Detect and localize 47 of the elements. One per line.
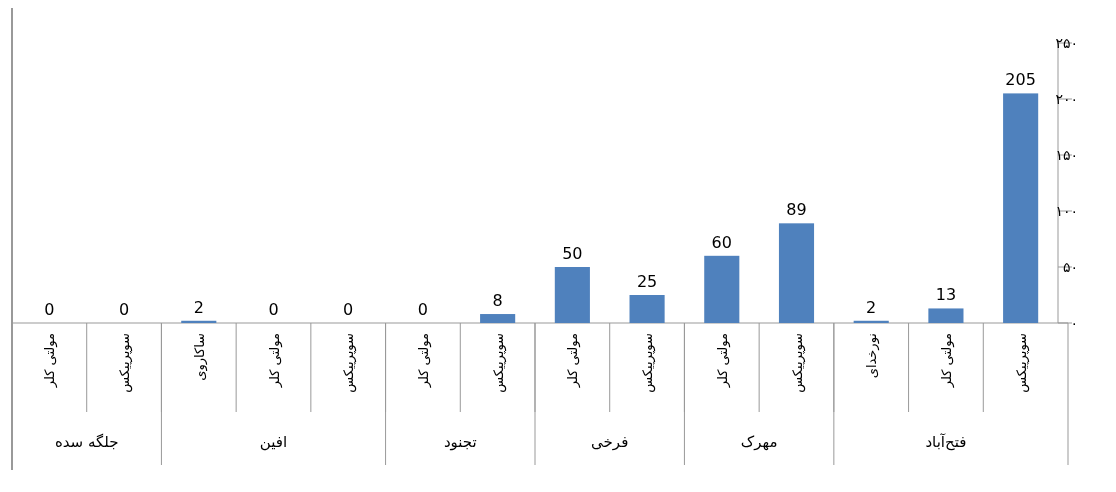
data-label: 60 (711, 232, 732, 252)
bar (704, 255, 740, 323)
data-label: 2 (193, 297, 204, 317)
x-tick-label: مولتی کلر (938, 333, 955, 389)
x-tick-label: مولتی کلر (42, 333, 59, 389)
x-tick-label: سوپرپیکس (117, 333, 134, 393)
y-tick-label: ۲۵۰ (1055, 35, 1078, 51)
x-tick-label: سوپرپیکس (789, 333, 806, 393)
text: افین (259, 433, 288, 451)
y-tick-label: ۰ (1070, 315, 1078, 331)
x-tick-label: سوپرپیکس (341, 333, 358, 393)
text: مهرک (740, 433, 778, 451)
data-label: 205 (1005, 70, 1036, 90)
x-tick-label: مولتی کلر (565, 333, 582, 389)
text: تجنود (443, 433, 477, 451)
x-tick-label: مولتی کلر (415, 333, 432, 389)
data-label: 25 (636, 272, 658, 291)
text: فتح‌آباد (925, 433, 967, 451)
y-tick-label: ۲۰۰ (1055, 91, 1078, 107)
data-label: 8 (492, 291, 503, 311)
x-tick-label: سوپرپیکس (1013, 333, 1030, 393)
x-tick-label: ساکاروی (191, 333, 208, 381)
x-tick-label: سوپرپیکس (640, 333, 657, 393)
x-tick-label: مولتی کلر (266, 333, 283, 389)
text: جلگه سده (54, 433, 119, 451)
text: فرخی (591, 433, 629, 451)
bar (778, 223, 815, 323)
y-tick-label: ۵۰ (1062, 259, 1078, 275)
bar (554, 267, 590, 323)
data-label: 0 (343, 300, 354, 319)
bar (629, 295, 665, 323)
bar (1003, 93, 1039, 323)
data-label: 0 (268, 300, 279, 319)
data-label: 2 (866, 297, 877, 317)
bar (928, 308, 964, 323)
data-label: 0 (118, 300, 130, 319)
x-tick-label: نورخدای (864, 333, 881, 379)
data-label: 13 (935, 285, 957, 305)
x-tick-label: مولتی کلر (714, 333, 731, 389)
data-label: 0 (44, 300, 55, 319)
y-tick-label: ۱۵۰ (1055, 147, 1078, 163)
y-tick-label: ۱۰۰ (1055, 203, 1078, 219)
data-label: 50 (562, 244, 583, 263)
bar (480, 314, 516, 323)
data-label: 89 (786, 200, 807, 220)
data-label: 0 (417, 300, 429, 319)
x-tick-label: سوپرپیکس (490, 333, 507, 393)
